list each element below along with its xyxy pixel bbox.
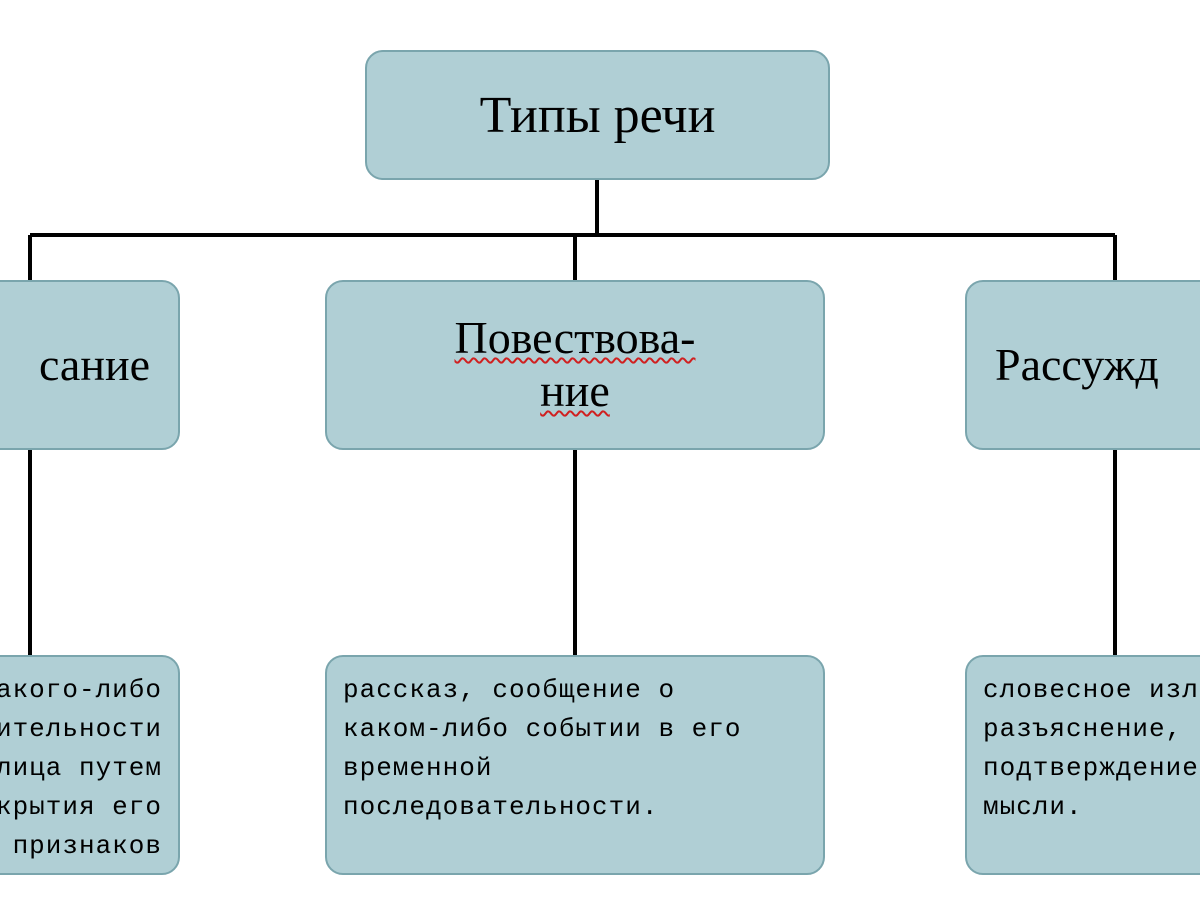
category-label-2: Повествова- ние <box>454 312 695 418</box>
category-node-1: сание <box>0 280 180 450</box>
root-label: Типы речи <box>480 86 716 145</box>
category-label-3: Рассужд <box>995 339 1159 392</box>
category-label-2-line2: ние <box>540 365 610 416</box>
category-label-1: сание <box>39 339 150 392</box>
category-node-3: Рассужд <box>965 280 1200 450</box>
description-text-1: е какого-либо ствительности , лица путем… <box>0 671 162 866</box>
description-node-2: рассказ, сообщение о каком-либо событии … <box>325 655 825 875</box>
root-node: Типы речи <box>365 50 830 180</box>
description-text-3: словесное изло разъяснение, подтверждени… <box>983 671 1200 827</box>
description-node-3: словесное изло разъяснение, подтверждени… <box>965 655 1200 875</box>
description-text-2: рассказ, сообщение о каком-либо событии … <box>343 671 741 827</box>
description-node-1: е какого-либо ствительности , лица путем… <box>0 655 180 875</box>
category-label-2-line1: Повествова- <box>454 312 695 363</box>
category-node-2: Повествова- ние <box>325 280 825 450</box>
